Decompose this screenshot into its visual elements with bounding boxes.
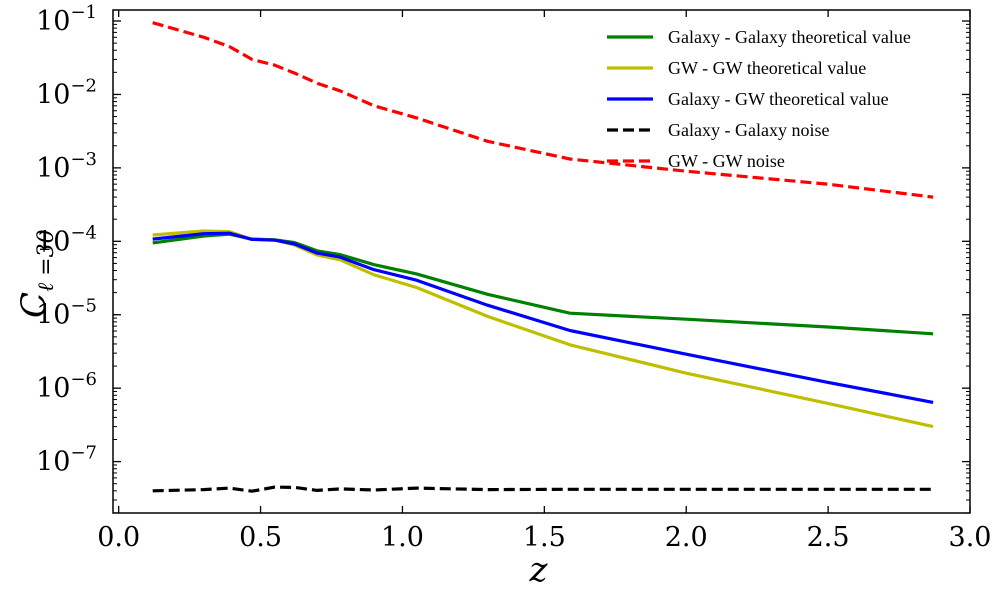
plot-frame — [112, 9, 971, 514]
legend-label: Galaxy - Galaxy noise — [668, 120, 829, 140]
y-tick-label: 10−3 — [36, 149, 97, 184]
y-tick-label: 10−5 — [36, 296, 97, 331]
x-tick-label: 2.0 — [665, 522, 708, 553]
y-tick-label: 10−4 — [36, 222, 97, 257]
x-tick-label: 1.5 — [523, 522, 566, 553]
y-tick-label: 10−6 — [36, 369, 97, 404]
y-tick-label: 10−2 — [36, 75, 97, 110]
plot-area — [152, 21, 934, 493]
series-line-3 — [152, 485, 934, 493]
x-tick-label: 1.0 — [381, 522, 424, 553]
series-line-1 — [152, 229, 934, 429]
y-tick-label: 10−7 — [36, 443, 97, 478]
axes: 0.0 0.5 1.0 1.5 2.0 2.5 3.0 10−7 10−6 10−5 10−4 10−… — [14, 2, 991, 590]
legend-label: Galaxy - GW theoretical value — [668, 89, 889, 109]
x-tick-label: 0.5 — [239, 522, 282, 553]
x-tick-label: 3.0 — [949, 522, 992, 553]
x-axis-label: z — [529, 550, 549, 590]
y-tick-label: 10−1 — [36, 2, 97, 37]
series-line-2 — [152, 231, 934, 404]
legend-label: GW - GW theoretical value — [668, 58, 866, 78]
series-line-0 — [152, 232, 934, 336]
series-line-4 — [152, 21, 934, 199]
legend-label: GW - GW noise — [668, 151, 785, 171]
legend-label: Galaxy - Galaxy theoretical value — [668, 27, 911, 47]
x-tick-label: 2.5 — [807, 522, 850, 553]
x-tick-label: 0.0 — [97, 522, 140, 553]
legend: Galaxy - Galaxy theoretical value GW - GW… — [607, 27, 911, 171]
y-axis-label: Cℓ =30 — [14, 229, 59, 318]
